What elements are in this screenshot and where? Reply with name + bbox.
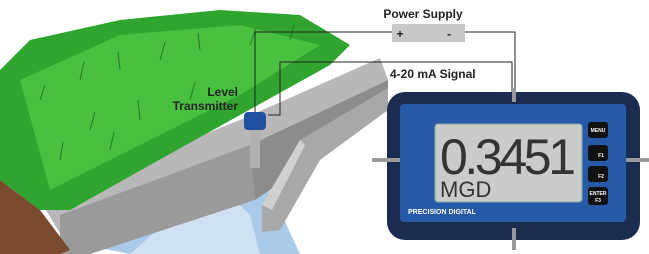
button-label: F1	[598, 153, 604, 159]
transmitter-probe	[250, 128, 260, 168]
button-label: F2	[598, 174, 604, 180]
button-label: F3	[595, 198, 601, 204]
meter-tab	[512, 228, 516, 250]
power-wire-return	[465, 32, 515, 95]
diagram: Power Supply + - 4-20 mA Signal Level Tr…	[0, 0, 649, 254]
power-supply-label: Power Supply	[383, 7, 463, 21]
meter-tab	[372, 158, 402, 162]
brand: PRECISION DIGITAL	[408, 209, 477, 216]
signal-label: 4-20 mA Signal	[390, 67, 476, 81]
meter-tab	[512, 88, 516, 102]
transmitter-label: Transmitter	[173, 99, 239, 113]
button-label: ENTER	[590, 191, 607, 197]
button-label: MENU	[591, 128, 606, 134]
meter-tab	[625, 158, 649, 162]
plus-label: +	[396, 27, 403, 41]
minus-label: -	[447, 27, 451, 41]
transmitter-head	[244, 112, 266, 130]
transmitter-label: Level	[207, 85, 238, 99]
lcd-unit: MGD	[440, 177, 491, 202]
